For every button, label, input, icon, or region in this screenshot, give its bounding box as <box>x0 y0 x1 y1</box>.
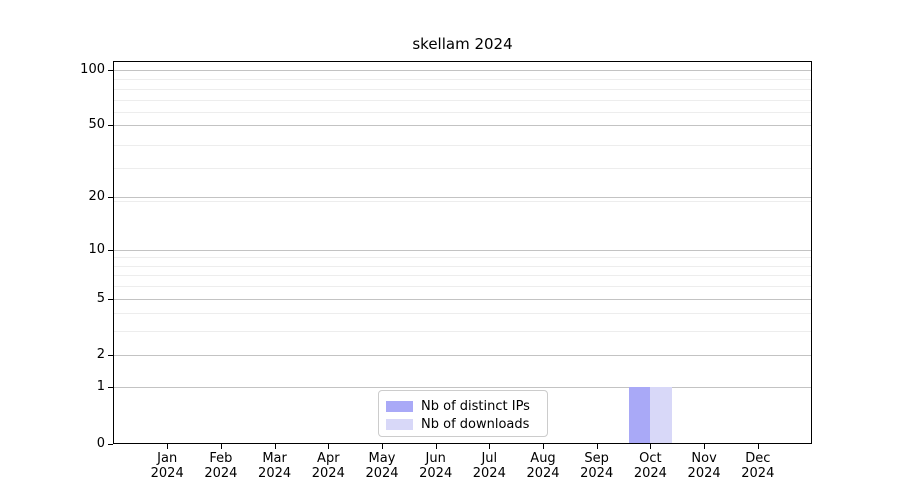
x-tick-month: May <box>368 450 396 466</box>
y-tick-label: 50 <box>88 117 105 133</box>
x-tick <box>489 443 491 449</box>
x-tick-month: Dec <box>745 450 771 466</box>
y-gridline-major <box>114 298 811 300</box>
x-tick-month: Jan <box>157 450 178 466</box>
x-tick-label: Jan 2024 <box>131 451 203 481</box>
y-gridline-minor <box>114 201 811 203</box>
chart-title: skellam 2024 <box>412 35 513 53</box>
x-tick-label: Mar 2024 <box>239 451 311 481</box>
y-gridline-minor <box>114 331 811 333</box>
x-tick <box>167 443 169 449</box>
bar-distinct-ips <box>628 387 651 444</box>
x-tick-label: Jul 2024 <box>453 451 525 481</box>
x-tick-month: Sep <box>584 450 609 466</box>
y-tick-label: 1 <box>96 379 105 395</box>
y-gridline-major <box>114 70 811 72</box>
x-tick <box>596 443 598 449</box>
y-tick <box>108 70 113 72</box>
y-gridline-minor <box>114 168 811 170</box>
legend-swatch-icon <box>386 400 413 412</box>
y-gridline-minor <box>114 79 811 81</box>
x-tick-year: 2024 <box>419 465 453 481</box>
y-gridline-major <box>114 197 811 199</box>
y-gridline-minor <box>114 89 811 90</box>
x-tick-year: 2024 <box>580 465 614 481</box>
x-tick-month: Apr <box>317 450 340 466</box>
y-tick <box>108 354 113 356</box>
y-gridline-minor <box>114 99 811 101</box>
y-tick <box>108 197 113 199</box>
x-tick-label: Feb 2024 <box>185 451 257 481</box>
legend-label: Nb of downloads <box>421 416 530 432</box>
y-gridline-major <box>114 125 811 127</box>
x-tick-year: 2024 <box>258 465 292 481</box>
x-tick-label: Jun 2024 <box>400 451 472 481</box>
x-tick-year: 2024 <box>365 465 399 481</box>
x-tick-year: 2024 <box>472 465 506 481</box>
x-tick-month: Mar <box>262 450 287 466</box>
y-tick-label: 20 <box>88 189 105 205</box>
y-gridline-minor <box>114 275 811 277</box>
y-gridline-minor <box>114 265 811 267</box>
x-tick <box>382 443 383 449</box>
x-tick-label: Dec 2024 <box>722 451 794 481</box>
x-tick-year: 2024 <box>311 465 345 481</box>
x-tick-month: Oct <box>639 450 662 466</box>
x-tick-month: Jul <box>481 450 498 466</box>
x-tick-year: 2024 <box>633 465 667 481</box>
x-tick-year: 2024 <box>204 465 238 481</box>
x-tick-year: 2024 <box>687 465 721 481</box>
x-tick-label: Aug 2024 <box>507 451 579 481</box>
bar-downloads <box>650 387 672 444</box>
y-tick-label: 10 <box>88 241 105 257</box>
y-tick-label: 100 <box>80 62 105 78</box>
plot-area-border <box>113 61 812 444</box>
y-tick <box>108 298 113 300</box>
y-gridline-minor <box>114 257 811 259</box>
x-tick-month: Feb <box>209 450 233 466</box>
y-gridline-minor <box>114 313 811 315</box>
x-tick-month: Jun <box>425 450 446 466</box>
legend-swatch-icon <box>386 418 413 430</box>
legend-label: Nb of distinct IPs <box>421 398 530 414</box>
y-tick <box>108 125 113 127</box>
x-tick-year: 2024 <box>526 465 560 481</box>
x-tick <box>274 443 276 449</box>
x-tick-year: 2024 <box>741 465 775 481</box>
x-tick-label: Apr 2024 <box>292 451 364 481</box>
x-tick-label: Sep 2024 <box>561 451 633 481</box>
y-gridline-minor <box>114 286 811 288</box>
x-tick <box>435 443 437 449</box>
x-tick-label: May 2024 <box>346 451 418 481</box>
y-tick-label: 0 <box>96 435 105 451</box>
x-tick <box>704 443 706 449</box>
x-tick-month: Aug <box>530 450 556 466</box>
y-tick-label: 5 <box>96 290 105 306</box>
legend: Nb of distinct IPs Nb of downloads <box>378 390 548 437</box>
y-tick <box>108 443 113 445</box>
legend-item: Nb of distinct IPs <box>386 397 539 415</box>
x-tick-label: Nov 2024 <box>668 451 740 481</box>
x-tick-label: Oct 2024 <box>614 451 686 481</box>
y-tick <box>108 387 113 389</box>
x-tick <box>757 443 759 449</box>
y-gridline-major <box>114 249 811 251</box>
y-gridline-minor <box>114 112 811 114</box>
x-tick <box>328 443 330 449</box>
y-gridline-major <box>114 387 811 389</box>
y-gridline-minor <box>114 145 811 146</box>
x-tick-month: Nov <box>691 450 717 466</box>
x-tick <box>543 443 544 449</box>
legend-item: Nb of downloads <box>386 415 539 433</box>
y-gridline-major <box>114 354 811 356</box>
x-tick <box>650 443 652 449</box>
x-tick <box>220 443 222 449</box>
y-tick <box>108 249 113 251</box>
y-tick-label: 2 <box>96 346 105 362</box>
x-tick-year: 2024 <box>150 465 184 481</box>
